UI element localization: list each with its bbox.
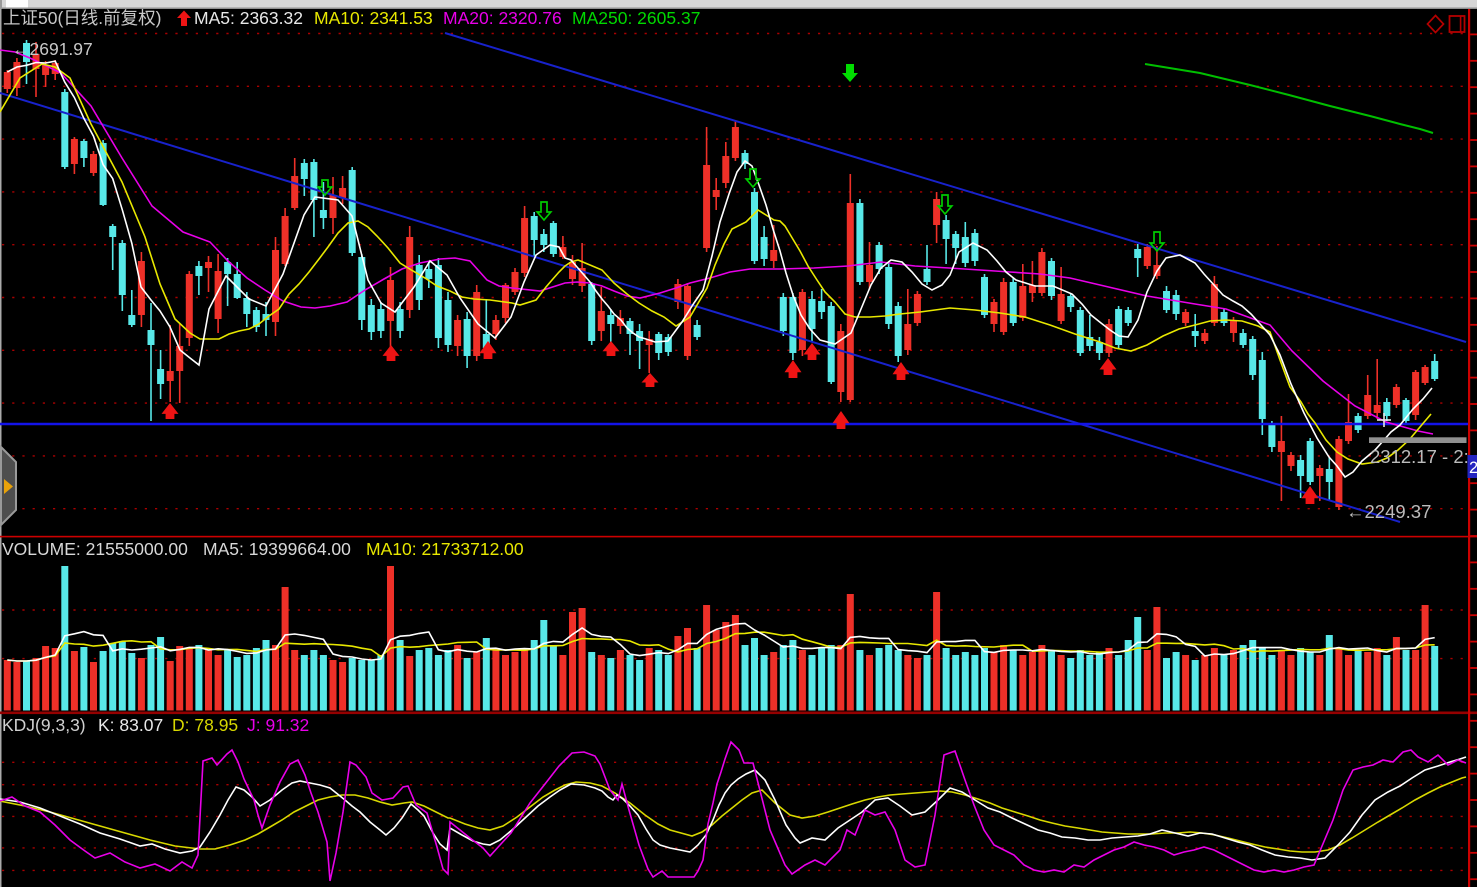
svg-text:K: 83.07: K: 83.07	[98, 715, 163, 735]
svg-text:←2249.37: ←2249.37	[1346, 501, 1431, 522]
svg-text:MA5: 19399664.00: MA5: 19399664.00	[203, 539, 351, 559]
svg-text:2: 2	[1469, 459, 1477, 477]
svg-text:上证50(日线.前复权): 上证50(日线.前复权)	[3, 8, 161, 28]
svg-text:MA10: 21733712.00: MA10: 21733712.00	[366, 539, 524, 559]
svg-text:D: 78.95: D: 78.95	[172, 715, 238, 735]
svg-text:J: 91.32: J: 91.32	[247, 715, 309, 735]
svg-text:←2691.97: ←2691.97	[12, 39, 93, 59]
svg-text:KDJ(9,3,3): KDJ(9,3,3)	[2, 715, 86, 735]
svg-text:VOLUME: 21555000.00: VOLUME: 21555000.00	[2, 539, 188, 559]
svg-text:MA20: 2320.76: MA20: 2320.76	[443, 8, 562, 28]
svg-text:MA5: 2363.32: MA5: 2363.32	[194, 8, 303, 28]
svg-text:MA250: 2605.37: MA250: 2605.37	[572, 8, 700, 28]
svg-text:2312.17 - 2:: 2312.17 - 2:	[1370, 446, 1469, 467]
svg-text:MA10: 2341.53: MA10: 2341.53	[314, 8, 433, 28]
